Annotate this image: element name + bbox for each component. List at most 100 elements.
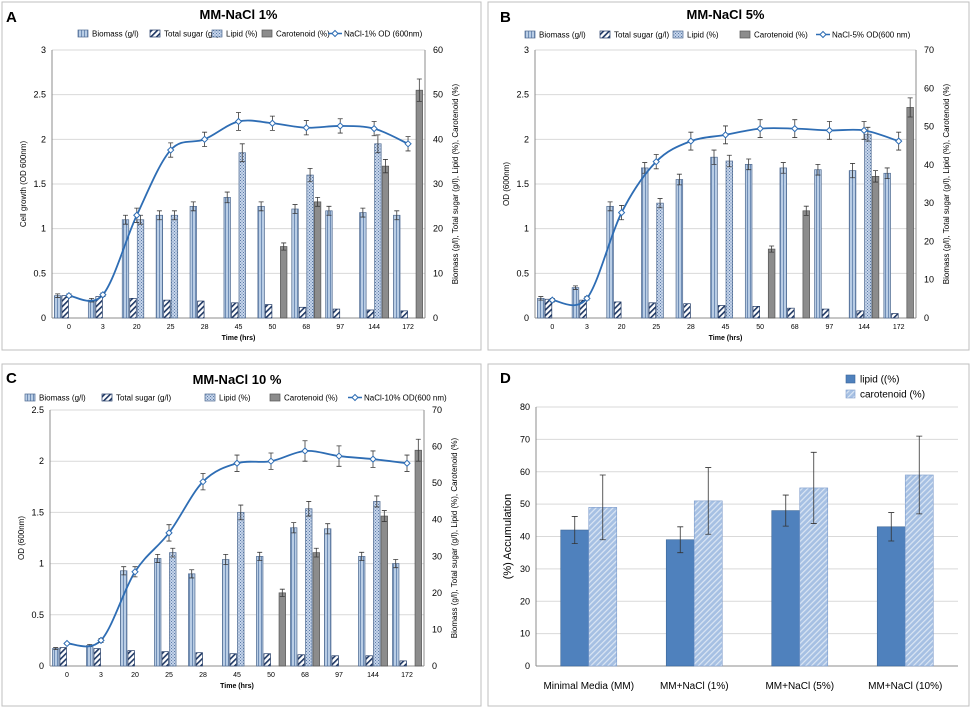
bar-sugar <box>197 300 205 319</box>
bar-sugar <box>229 653 237 667</box>
bar-lipid <box>136 219 145 319</box>
y-tick-label: 40 <box>520 532 530 542</box>
y2-tick-label: 30 <box>432 551 442 561</box>
od-point <box>548 296 557 304</box>
y2-tick-label: 0 <box>432 661 437 671</box>
od-point <box>756 124 764 133</box>
bar-carotenoid <box>278 592 286 667</box>
y2-tick-label: 10 <box>924 275 934 285</box>
bar-sugar <box>856 310 864 319</box>
legend-swatch <box>204 393 216 402</box>
error-bar <box>325 523 331 535</box>
y2-tick-label: 40 <box>924 160 934 170</box>
x-tick-label: 28 <box>687 324 695 331</box>
y-tick-label: 2.5 <box>516 90 529 100</box>
error-bar <box>307 167 313 183</box>
od-point <box>652 157 660 166</box>
x-tick-label: 68 <box>301 672 309 679</box>
x-tick-label: 97 <box>826 324 834 331</box>
y2-axis-label: Biomass (g/l), Total sugar (g/l), Lipid … <box>451 83 460 284</box>
error-bar <box>769 245 775 253</box>
y2-tick-label: 70 <box>924 45 934 55</box>
x-tick-label: 50 <box>756 324 764 331</box>
od-point <box>894 137 903 145</box>
y-tick-label: 1 <box>39 559 44 569</box>
bar-biomass <box>537 297 545 319</box>
x-tick-label: Minimal Media (MM) <box>543 681 634 692</box>
chart-title: MM-NaCl 10 % <box>193 372 282 387</box>
bar-lipid <box>169 552 177 667</box>
error-bar <box>239 143 245 163</box>
bar-lipid <box>864 133 872 319</box>
y-tick-label: 1 <box>41 224 46 234</box>
y-tick-label: 0.5 <box>516 268 529 278</box>
x-tick-label: 50 <box>269 324 277 331</box>
x-tick-label: 28 <box>201 324 209 331</box>
bar-biomass <box>256 556 264 667</box>
legend-label: Carotenoid (%) <box>284 394 338 403</box>
bar-sugar <box>400 310 408 319</box>
y-tick-label: 50 <box>520 499 530 509</box>
x-tick-label: 0 <box>550 324 554 331</box>
y2-tick-label: 50 <box>432 478 442 488</box>
bar-sugar <box>59 647 67 667</box>
y-axis-label: OD (600nm) <box>502 162 511 206</box>
bar-sugar <box>61 295 69 319</box>
x-tick-label: 144 <box>368 324 380 331</box>
y-tick-label: 0.5 <box>31 610 44 620</box>
bar-biomass <box>121 219 130 319</box>
y-tick-label: 10 <box>520 629 530 639</box>
y2-tick-label: 50 <box>433 90 443 100</box>
y-tick-label: 2.5 <box>31 405 44 415</box>
chart-c: MM-NaCl 10 % 0 0.5 1 1.5 2 2.5 0 10 20 30 40 50 60 70 0… <box>17 372 459 690</box>
od-point <box>267 457 275 465</box>
error-bar <box>374 495 380 508</box>
bar-sugar <box>332 308 341 319</box>
bar-biomass <box>188 573 196 667</box>
x-tick-label: 0 <box>65 672 69 679</box>
legend-label: Total sugar (g/l) <box>614 31 669 40</box>
error-bar <box>223 553 229 566</box>
y-tick-label: 0.5 <box>33 268 46 278</box>
error-bar <box>375 134 381 154</box>
chart-title: MM-NaCl 5% <box>686 7 764 22</box>
error-bar <box>258 201 264 212</box>
y2-tick-label: 0 <box>433 313 438 323</box>
y-tick-label: 3 <box>41 45 46 55</box>
legend-label: Lipid (%) <box>219 394 251 403</box>
bar-carotenoid <box>381 165 390 319</box>
od-point <box>301 447 309 455</box>
y-tick-label: 2 <box>39 456 44 466</box>
y2-tick-label: 10 <box>433 268 443 278</box>
y-tick-label: 2 <box>524 134 529 144</box>
bar-sugar <box>365 655 373 667</box>
error-bar <box>677 526 684 554</box>
error-bar <box>572 285 578 290</box>
bar-sugar <box>95 296 103 319</box>
bar-sugar <box>752 306 760 319</box>
legend-label: Total sugar (g/l) <box>164 30 219 39</box>
y-tick-label: 1.5 <box>33 179 46 189</box>
od-point <box>336 122 344 130</box>
bar-lipid <box>238 152 246 319</box>
legend-label: Carotenoid (%) <box>276 30 330 39</box>
od-point <box>63 639 71 648</box>
error-bar <box>156 210 162 221</box>
bar-sugar <box>298 306 307 319</box>
bar-carotenoid <box>313 201 322 319</box>
panel-a-label: A <box>6 9 17 26</box>
x-tick-label: 172 <box>893 324 905 331</box>
error-bar <box>171 210 177 221</box>
y-tick-label: 70 <box>520 434 530 444</box>
od-point <box>99 291 107 299</box>
error-bar <box>382 159 388 174</box>
bar-lipid <box>876 526 906 667</box>
error-bar <box>393 559 399 569</box>
error-bar <box>782 494 789 527</box>
x-tick-label: 68 <box>791 324 799 331</box>
bar-biomass <box>54 295 62 319</box>
bar-biomass <box>392 563 400 667</box>
bar-biomass <box>359 212 367 319</box>
error-bar <box>326 205 332 216</box>
